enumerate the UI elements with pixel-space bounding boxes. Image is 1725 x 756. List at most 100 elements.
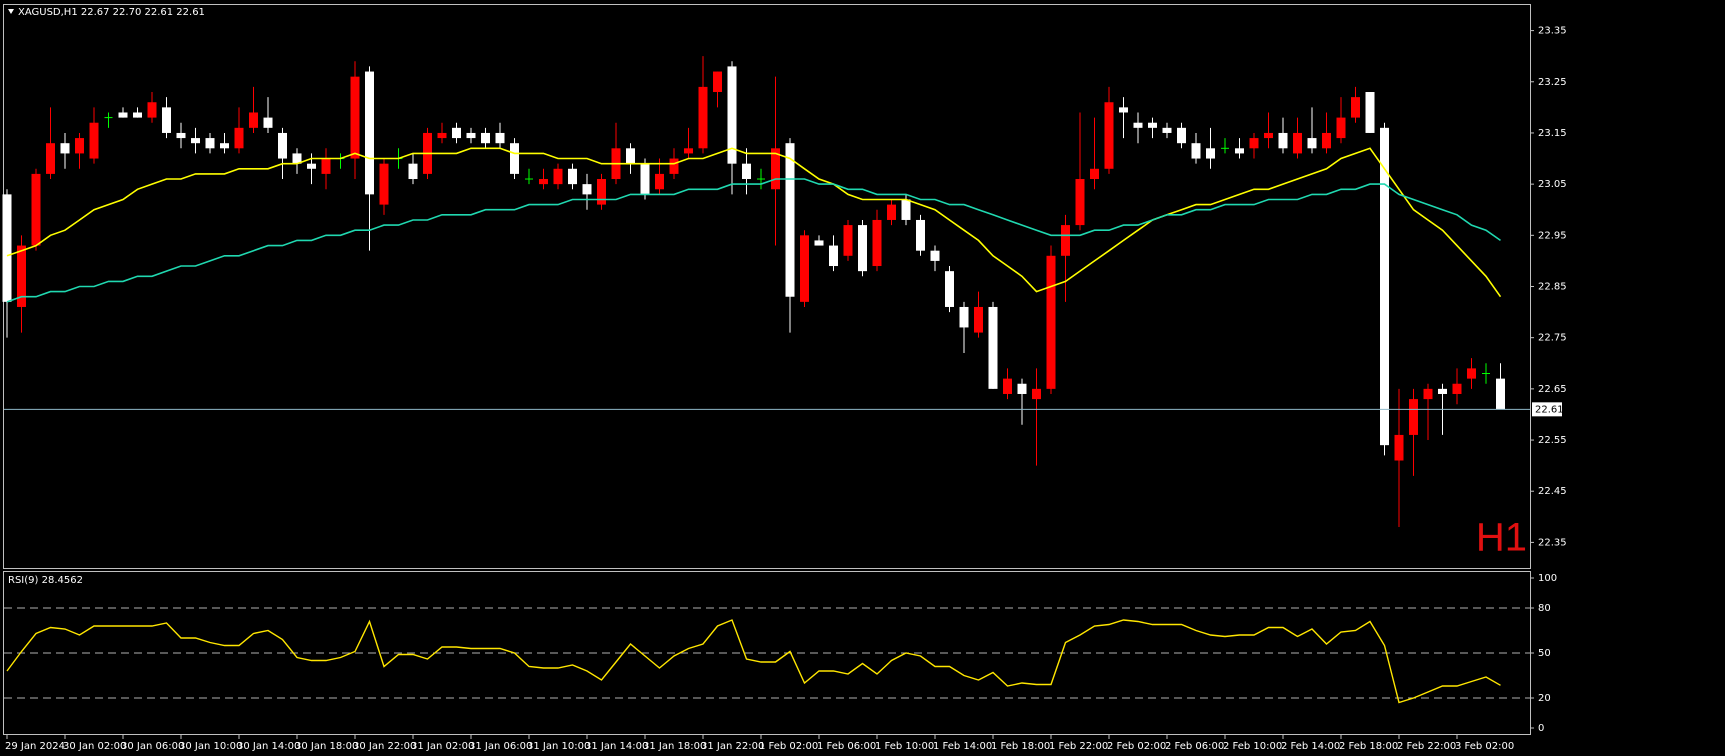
candle-body (1249, 138, 1259, 149)
candle-body (1307, 138, 1317, 149)
y-tick-label: 22.35 (1538, 537, 1567, 548)
candle-body (1423, 388, 1433, 400)
candle-body (176, 132, 186, 139)
candle-body (1061, 225, 1070, 256)
bid-price-label: 22.61 (1535, 404, 1564, 415)
candle-body (1191, 143, 1201, 159)
candle-body (321, 158, 331, 174)
candle-body (916, 219, 925, 251)
candle-body (1235, 148, 1244, 154)
candle-body (1322, 132, 1331, 149)
candle-body (713, 71, 722, 93)
y-tick-label: 80 (1538, 603, 1551, 614)
y-tick-label: 22.45 (1538, 486, 1567, 497)
x-tick-label: 2 Feb 22:00 (1397, 741, 1456, 752)
candle-body (191, 138, 200, 144)
candle-body (1264, 132, 1273, 139)
candle-body (539, 179, 548, 185)
y-tick-label: 100 (1538, 573, 1557, 584)
candle-body (495, 132, 505, 144)
candle-body (930, 250, 940, 261)
candle-body (843, 225, 853, 256)
candle-body (1351, 97, 1360, 118)
x-tick-label: 29 Jan 2024 (5, 741, 65, 752)
candle-body (814, 240, 824, 246)
candle-body (727, 66, 737, 164)
x-tick-label: 31 Jan 18:00 (643, 741, 706, 752)
candle-body (1380, 127, 1389, 446)
candle-body (292, 153, 302, 164)
candle-body (959, 306, 969, 328)
candle-body (1336, 117, 1346, 139)
candle-body (887, 204, 896, 220)
candle-body (1104, 102, 1114, 169)
candle-body (1133, 122, 1143, 128)
candle-body (988, 306, 998, 389)
candle-body (220, 143, 229, 149)
x-tick-label: 2 Feb 14:00 (1281, 741, 1340, 752)
timeframe-watermark: H1 (1476, 516, 1527, 560)
candle-body (408, 163, 418, 180)
candle-body (829, 245, 838, 267)
candle-body (568, 168, 577, 185)
candle-body (466, 132, 476, 139)
candle-body (1046, 255, 1056, 389)
rsi-header: RSI(9) 28.4562 (8, 575, 83, 586)
y-tick-label: 22.85 (1538, 282, 1567, 293)
candle-body (800, 235, 809, 302)
candle-body (1206, 148, 1215, 159)
candle-body (60, 143, 70, 154)
candle-body (1032, 388, 1041, 400)
candle-body (582, 184, 592, 195)
y-tick-label: 0 (1538, 723, 1544, 734)
x-tick-label: 1 Feb 10:00 (875, 741, 934, 752)
y-tick-label: 22.75 (1538, 333, 1567, 344)
candle-body (133, 112, 142, 118)
x-tick-label: 2 Feb 10:00 (1223, 741, 1282, 752)
candle-body (1365, 92, 1375, 133)
candle-body (872, 219, 882, 267)
y-tick-label: 22.65 (1538, 384, 1567, 395)
x-tick-label: 30 Jan 06:00 (121, 741, 184, 752)
x-tick-label: 2 Feb 18:00 (1339, 741, 1398, 752)
candle-body (858, 225, 867, 272)
candle-body (640, 163, 650, 195)
candle-body (350, 76, 360, 159)
candle-body (1075, 179, 1085, 226)
candle-body (510, 143, 519, 174)
candle-body (901, 199, 911, 220)
candle-body (89, 122, 99, 159)
x-tick-label: 2 Feb 02:00 (1107, 741, 1166, 752)
moving-average (6, 147, 1502, 298)
candle-body (1409, 399, 1418, 435)
candle-body (597, 179, 606, 205)
collapse-arrow[interactable] (8, 9, 14, 14)
candle-body (1467, 368, 1476, 379)
rsi-line (6, 619, 1501, 704)
candle-body (365, 71, 374, 195)
x-tick-label: 31 Jan 14:00 (585, 741, 648, 752)
candle-body (1438, 388, 1447, 394)
candle-body (945, 271, 954, 307)
candle-body (771, 148, 780, 190)
candle-body (1090, 168, 1099, 180)
candle-body (742, 163, 751, 180)
candle-body (205, 138, 215, 149)
x-tick-label: 30 Jan 18:00 (295, 741, 358, 752)
y-tick-label: 23.25 (1538, 77, 1567, 88)
candle-body (278, 132, 287, 159)
candle-body (1162, 127, 1172, 133)
candle-body (1278, 132, 1288, 149)
x-tick-label: 1 Feb 02:00 (759, 741, 818, 752)
candle-body (1394, 434, 1404, 461)
candle-body (1293, 132, 1302, 154)
x-tick-label: 1 Feb 06:00 (817, 741, 876, 752)
x-tick-label: 1 Feb 14:00 (933, 741, 992, 752)
candle-body (147, 102, 157, 118)
x-tick-label: 30 Jan 10:00 (179, 741, 242, 752)
x-tick-label: 30 Jan 02:00 (63, 741, 126, 752)
x-tick-label: 31 Jan 10:00 (527, 741, 590, 752)
